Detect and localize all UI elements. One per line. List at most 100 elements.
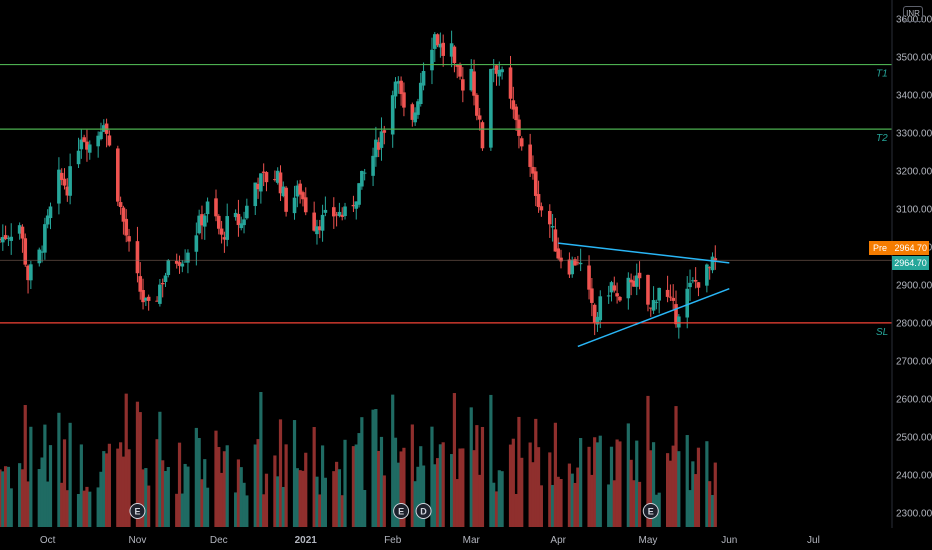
candle-body [517, 119, 521, 136]
volume-bar [175, 493, 179, 527]
volume-bar [651, 442, 656, 527]
candle-body [194, 235, 199, 252]
candle-body [665, 289, 670, 297]
candle-body [138, 276, 143, 292]
volume-bar [197, 437, 201, 527]
candle-body [116, 148, 120, 202]
candle-body [514, 106, 518, 121]
volume-bar [284, 444, 288, 527]
candle-body [62, 178, 67, 186]
candle-body [688, 282, 692, 288]
y-tick-label: 3400.00 [896, 90, 932, 101]
candle-body [615, 293, 619, 297]
candle-body [200, 214, 204, 226]
candle-body [559, 257, 563, 262]
candle-body [421, 71, 426, 86]
candle-body [511, 100, 516, 110]
candle-body [497, 69, 502, 77]
volume-bar [674, 406, 678, 527]
volume-bar [158, 411, 162, 527]
candle-body [432, 34, 437, 49]
volume-bar [203, 459, 207, 527]
price-axis[interactable]: 2300.00 2400.00 2500.00 2600.00 2700.00 2800.… [896, 14, 932, 519]
candle-body [273, 179, 277, 181]
candle-body [177, 262, 182, 266]
volume-bar [514, 493, 518, 527]
candle-body [334, 214, 339, 216]
candle-body [222, 237, 227, 240]
volume-bar [391, 394, 395, 527]
candle-body [390, 95, 395, 135]
candle-layer [0, 30, 718, 339]
candle-body [239, 223, 244, 229]
volume-bar [536, 447, 541, 527]
candle-body [357, 183, 361, 205]
x-tick-label: May [639, 535, 658, 546]
candle-body [281, 186, 286, 197]
volume-bar [668, 460, 673, 527]
candle-body [87, 144, 92, 153]
x-tick-label: 2021 [295, 535, 318, 546]
volume-bar [685, 435, 689, 527]
volume-bar [85, 486, 89, 527]
candle-body [292, 197, 297, 214]
volume-bar [559, 479, 563, 527]
volume-bar [323, 477, 327, 527]
currency-label[interactable]: INR [903, 6, 923, 22]
candle-body [396, 81, 401, 84]
candle-body [163, 275, 168, 283]
volume-bar [48, 445, 53, 527]
volume-bar [410, 424, 414, 527]
volume-bar [399, 451, 403, 527]
candle-body [570, 260, 575, 275]
pre-market-value: 2964.70 [894, 243, 927, 253]
volume-bar [539, 485, 543, 527]
volume-bar [183, 463, 187, 527]
candle-body [606, 295, 611, 297]
volume-bar [222, 451, 227, 527]
volume-bar [102, 451, 106, 527]
time-axis[interactable]: Oct Nov Dec 2021 Feb Mar Apr May Jun Jul [40, 535, 820, 546]
candle-body [245, 205, 249, 219]
volume-bar [691, 461, 695, 527]
candle-body [183, 261, 187, 263]
candle-body [519, 138, 524, 147]
y-tick-label: 2800.00 [896, 318, 932, 329]
y-tick-label: 3600.00 [896, 14, 932, 25]
volume-bar [553, 422, 557, 527]
candle-body [354, 201, 359, 209]
candle-body [536, 194, 541, 208]
candle-body [320, 214, 325, 231]
volume-bar [374, 409, 378, 527]
lower-trendline [577, 287, 730, 348]
candle-body [362, 172, 367, 174]
volume-bar [234, 492, 238, 527]
volume-bar [393, 437, 398, 527]
candle-body [651, 300, 656, 311]
volume-bar [590, 474, 594, 527]
volume-bar [469, 407, 473, 527]
volume-bar [264, 473, 269, 527]
volume-bar [57, 412, 61, 527]
candle-body [155, 300, 159, 302]
candle-body [576, 262, 580, 264]
volume-bar [121, 456, 126, 527]
pre-market-label: Pre [873, 243, 888, 253]
volume-bar [135, 401, 140, 527]
candle-body [578, 262, 583, 265]
volume-bar [441, 442, 445, 527]
candle-body [1, 237, 5, 243]
event-marker-circle [642, 503, 659, 519]
volume-bar [416, 466, 420, 527]
y-tick-label: 3100.00 [896, 204, 932, 215]
volume-bar [587, 446, 591, 527]
volume-bar [494, 491, 499, 527]
volume-bar [595, 442, 600, 527]
candle-body [654, 301, 659, 303]
event-marker-label: E [648, 507, 654, 517]
volume-bar [607, 484, 611, 527]
x-tick-label: Jun [721, 535, 737, 546]
volume-bar [68, 422, 72, 527]
candle-body [494, 65, 499, 74]
